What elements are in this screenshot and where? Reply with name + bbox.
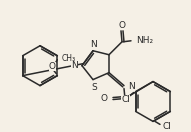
Text: Cl: Cl (163, 122, 172, 131)
Text: NH₂: NH₂ (136, 36, 153, 45)
Text: O: O (118, 21, 125, 30)
Text: N: N (128, 82, 135, 91)
Text: Cl: Cl (121, 95, 130, 104)
Text: CH₃: CH₃ (61, 54, 75, 63)
Text: O: O (49, 62, 56, 71)
Text: S: S (91, 83, 97, 92)
Text: N: N (71, 61, 78, 70)
Text: O: O (101, 94, 108, 103)
Text: N: N (91, 40, 97, 49)
